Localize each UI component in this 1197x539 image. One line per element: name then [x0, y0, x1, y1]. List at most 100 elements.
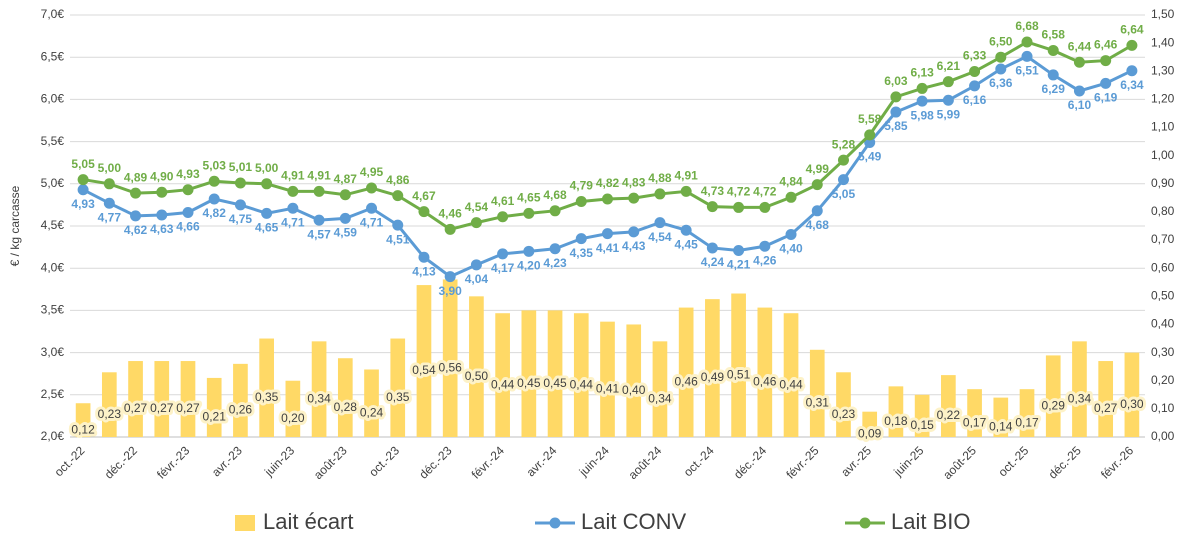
- x-tick-label: août-25: [940, 443, 979, 482]
- data-label: 4,79: [570, 179, 594, 193]
- x-tick-label: août-24: [626, 443, 665, 482]
- point: [811, 205, 823, 217]
- point: [470, 259, 482, 271]
- bar-label: 0,41: [596, 381, 620, 395]
- data-label: 5,05: [832, 187, 856, 201]
- data-label: 4,72: [753, 185, 777, 199]
- x-tick-label: déc.-23: [416, 443, 454, 481]
- x-tick-label: avr.-24: [524, 443, 560, 479]
- data-label: 4,84: [779, 174, 803, 188]
- data-label: 4,65: [517, 191, 541, 205]
- point: [182, 206, 194, 218]
- point: [339, 212, 351, 224]
- point: [1047, 69, 1059, 81]
- point: [366, 202, 378, 214]
- data-label: 6,51: [1015, 64, 1039, 78]
- data-label: 6,13: [910, 66, 934, 80]
- bar: [914, 394, 930, 437]
- data-label: 4,21: [727, 258, 751, 272]
- data-label: 4,41: [596, 241, 620, 255]
- point: [759, 240, 771, 252]
- bar: [128, 361, 143, 437]
- y2-tick-label: 1,00: [1151, 148, 1175, 162]
- data-label: 6,64: [1120, 23, 1144, 37]
- y-tick-label: 3,5€: [41, 303, 65, 317]
- x-tick-label: oct.-24: [681, 443, 717, 479]
- data-label: 4,65: [255, 221, 279, 235]
- data-label: 4,68: [543, 188, 567, 202]
- bar: [1019, 389, 1035, 437]
- data-label: 4,46: [439, 207, 463, 221]
- x-tick-label: févr.-24: [469, 443, 507, 481]
- x-tick-label: févr.-26: [1098, 443, 1136, 481]
- point: [103, 197, 115, 209]
- bar: [442, 279, 458, 437]
- legend-label: Lait BIO: [891, 509, 970, 534]
- point: [313, 185, 325, 197]
- data-label: 6,44: [1068, 39, 1092, 53]
- data-label: 4,75: [229, 212, 253, 226]
- bar: [101, 372, 117, 437]
- data-label: 4,54: [648, 230, 672, 244]
- bar-label: 0,17: [963, 415, 987, 429]
- point: [602, 228, 613, 240]
- point: [733, 201, 745, 213]
- data-label: 4,66: [176, 220, 200, 234]
- y2-tick-label: 0,60: [1151, 260, 1175, 274]
- bar-label: 0,44: [570, 377, 594, 391]
- y-tick-label: 7,0€: [41, 7, 65, 21]
- bar: [547, 310, 563, 437]
- point: [208, 193, 220, 205]
- bar-label: 0,45: [543, 376, 567, 390]
- point: [208, 175, 220, 187]
- bar: [783, 313, 799, 437]
- point: [680, 185, 692, 197]
- point: [837, 154, 849, 166]
- data-label: 4,23: [543, 256, 567, 270]
- data-label: 4,95: [360, 165, 384, 179]
- point: [942, 94, 954, 106]
- bar: [993, 397, 1009, 437]
- y2-tick-label: 1,30: [1151, 63, 1175, 77]
- y-tick-label: 6,5€: [41, 49, 65, 63]
- data-label: 4,20: [517, 258, 541, 272]
- bar-label: 0,26: [229, 403, 253, 417]
- bar: [941, 375, 956, 437]
- bar: [731, 293, 746, 437]
- data-label: 6,50: [989, 34, 1013, 48]
- point: [628, 192, 640, 204]
- x-tick-label: oct.-25: [996, 443, 1032, 479]
- point: [733, 244, 745, 256]
- data-label: 4,89: [124, 170, 148, 184]
- bar: [337, 358, 353, 437]
- bar: [521, 310, 537, 437]
- bar-label: 0,44: [491, 377, 515, 391]
- data-label: 6,19: [1094, 91, 1118, 105]
- point: [1126, 39, 1138, 51]
- point: [130, 210, 142, 222]
- point: [392, 219, 404, 231]
- bar-label: 0,23: [98, 407, 122, 421]
- data-label: 5,58: [858, 112, 882, 126]
- point: [785, 228, 797, 240]
- point: [77, 184, 89, 196]
- point: [234, 177, 246, 189]
- data-label: 5,01: [229, 160, 253, 174]
- point: [969, 80, 981, 92]
- data-label: 5,03: [203, 158, 227, 172]
- bar-label: 0,09: [858, 427, 882, 441]
- bar-label: 0,31: [806, 396, 830, 410]
- y2-tick-label: 0,10: [1151, 401, 1175, 415]
- y2-tick-label: 0,50: [1151, 289, 1175, 303]
- bar-label: 0,34: [1068, 391, 1092, 405]
- data-label: 6,36: [989, 76, 1013, 90]
- bar: [1072, 341, 1087, 437]
- point: [287, 202, 299, 214]
- point: [575, 196, 587, 208]
- bar: [705, 299, 720, 437]
- point: [864, 129, 876, 141]
- y-tick-label: 3,0€: [41, 345, 65, 359]
- y2-tick-label: 0,00: [1151, 429, 1175, 443]
- y-tick-label: 5,0€: [41, 176, 65, 190]
- bar-label: 0,23: [832, 407, 856, 421]
